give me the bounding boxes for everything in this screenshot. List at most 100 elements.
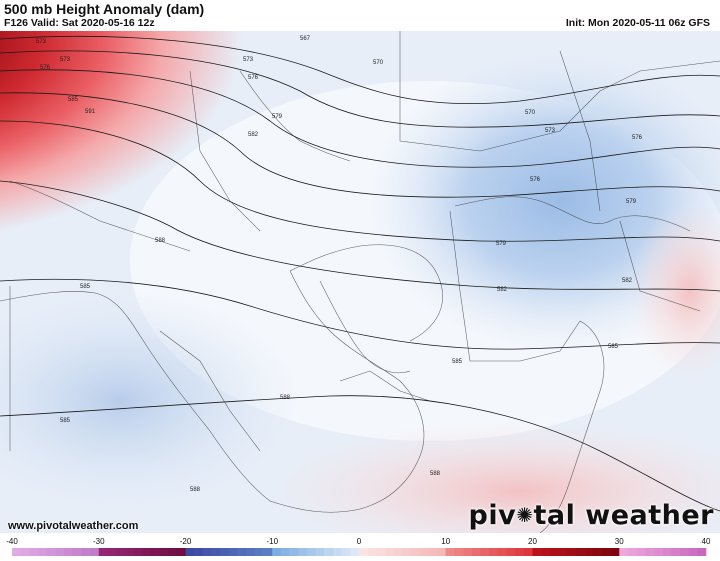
contour-label: 576 [530,177,541,183]
contour-label: 573 [60,57,71,63]
colorbar-cell [688,548,698,556]
colorbar-cell [46,548,56,556]
colorbar-cell [437,548,447,556]
contour-label: 585 [452,359,463,365]
colorbar-cell [124,548,134,556]
colorbar-cell [324,548,334,556]
map-header: 500 mb Height Anomaly (dam) F126 Valid: … [0,0,720,31]
colorbar-cell [445,548,455,556]
colorbar-cell [558,548,568,556]
colorbar-cell [55,548,65,556]
colorbar-cell [619,548,629,556]
colorbar-cell [20,548,30,556]
positive-anomaly-far-east [630,201,720,381]
colorbar-cell [168,548,178,556]
contour-label: 585 [68,97,79,103]
contour-label: 582 [622,278,633,284]
contour-label: 585 [80,284,91,290]
map-title: 500 mb Height Anomaly (dam) [4,1,205,17]
colorbar-cell [81,548,91,556]
colorbar-cell [29,548,39,556]
colorbar-cell [376,548,386,556]
colorbar-cell [220,548,230,556]
colorbar-cell [549,548,559,556]
contour-label: 570 [373,60,384,66]
colorbar-cell [64,548,74,556]
colorbar-cell [645,548,655,556]
colorbar-cell [636,548,646,556]
positive-anomaly-south [260,421,720,533]
colorbar-cell [393,548,403,556]
colorbar-cell [662,548,672,556]
colorbar-tick-label: -20 [180,537,192,546]
contour-label: 576 [248,75,259,81]
init-time: Init: Mon 2020-05-11 06z GFS [565,17,710,29]
colorbar-tick-label: 20 [528,537,537,546]
colorbar-cell [454,548,464,556]
colorbar-cell [671,548,681,556]
contour-label: 588 [430,471,441,477]
colorbar-cell [116,548,126,556]
contour-label: 588 [280,395,291,401]
colorbar-cell [471,548,481,556]
colorbar-cell [142,548,152,556]
colorbar-cell [254,548,264,556]
colorbar-cell [428,548,438,556]
colorbar-cell [402,548,412,556]
colorbar-cell [176,548,186,556]
colorbar-cell [341,548,351,556]
colorbar-cell [12,548,21,556]
colorbar-cell [194,548,204,556]
contour-label: 585 [60,418,71,424]
colorbar-cell [98,548,108,556]
colorbar-cell [90,548,100,556]
colorbar-area: -40 -30 -20 -10 0 10 20 30 40 [0,533,720,556]
contour-labels: 573 576 573 585 591 573 576 567 579 582 … [36,36,643,493]
colorbar: -40 -30 -20 -10 0 10 20 30 40 [6,537,711,556]
colorbar-cell [332,548,342,556]
colorbar-cell [150,548,160,556]
colorbar-cell [38,548,47,556]
colorbar-cell [497,548,507,556]
contour-label: 576 [632,135,643,141]
colorbar-cell [601,548,611,556]
colorbar-cell [506,548,516,556]
colorbar-tick-label: -40 [6,537,18,546]
colorbar-cell [489,548,499,556]
colorbar-cell [359,548,368,556]
brand-logo-right: tal weather [533,500,714,531]
source-url: www.pivotalweather.com [8,520,139,532]
height-contours [0,35,720,512]
colorbar-cell [211,548,221,556]
colorbar-cell [679,548,689,556]
colorbar-cell [584,548,594,556]
colorbar-tick-label: 30 [615,537,624,546]
colorbar-cell [367,548,377,556]
contour-label: 579 [272,114,283,120]
colorbar-cell [280,548,290,556]
colorbar-cell [480,548,490,556]
colorbar-cell [159,548,169,556]
colorbar-cell [627,548,637,556]
colorbar-cell [697,548,707,556]
contour-label: 582 [497,287,508,293]
colorbar-tick-label: 0 [357,537,362,546]
colorbar-cell [272,548,282,556]
colorbar-tick-label: 10 [441,537,450,546]
borders [0,31,720,533]
contour-label: 579 [626,199,637,205]
negative-anomaly-southwest [0,291,300,511]
colorbar-cell [419,548,429,556]
colorbar-cell [298,548,308,556]
colorbar-cell [463,548,473,556]
brand-logo-mark: ✺ [516,503,534,527]
colorbar-tick-label: 40 [702,537,711,546]
colorbar-cell [263,548,273,556]
colorbar-cell [593,548,603,556]
colorbar-cell [610,548,620,556]
contour-label: 567 [300,36,311,42]
height-anomaly-map: 573 576 573 585 591 573 576 567 579 582 … [0,31,720,533]
contour-label: 570 [525,110,536,116]
colorbar-cell [523,548,533,556]
colorbar-cell [185,548,195,556]
